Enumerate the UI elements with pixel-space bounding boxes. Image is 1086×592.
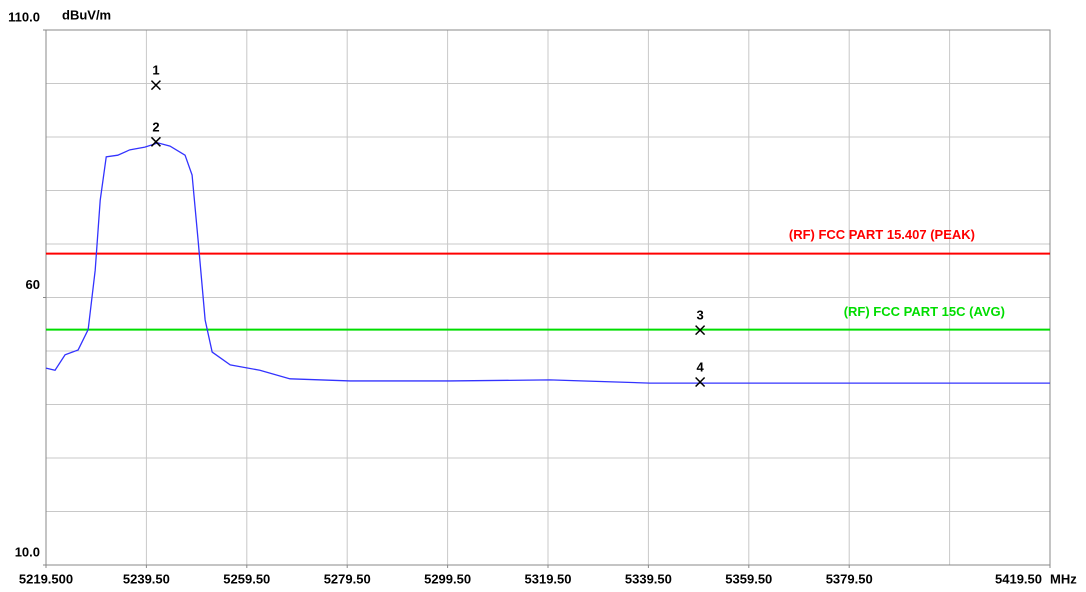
limit-label: (RF) FCC PART 15C (AVG) (844, 304, 1005, 319)
marker (150, 136, 161, 147)
x-tick-label: 5359.50 (725, 571, 772, 586)
y-tick-label: 110.0 (8, 9, 40, 24)
x-tick-label: 5379.50 (826, 571, 873, 586)
marker (150, 80, 161, 91)
marker-label: 3 (696, 308, 703, 323)
x-tick-label: 5259.50 (223, 571, 270, 586)
y-unit: dBuV/m (62, 7, 111, 22)
x-tick-label: 5239.50 (123, 571, 170, 586)
x-unit: MHz (1050, 571, 1077, 586)
limit-label: (RF) FCC PART 15.407 (PEAK) (789, 227, 975, 242)
x-tick-label: 5299.50 (424, 571, 471, 586)
x-tick-label: 5219.500 (19, 571, 73, 586)
marker (695, 376, 706, 388)
y-tick-label: 60 (26, 277, 40, 292)
y-tick-label: 10.0 (15, 544, 40, 559)
x-tick-label: 5339.50 (625, 571, 672, 586)
marker-label: 1 (152, 63, 159, 78)
marker (695, 325, 706, 336)
marker-label: 2 (152, 119, 159, 134)
x-tick-label: 5319.50 (525, 571, 572, 586)
trace (45, 142, 1050, 384)
marker-label: 4 (696, 359, 704, 374)
x-tick-label: 5419.50 (995, 571, 1042, 586)
x-tick-label: 5279.50 (324, 571, 371, 586)
